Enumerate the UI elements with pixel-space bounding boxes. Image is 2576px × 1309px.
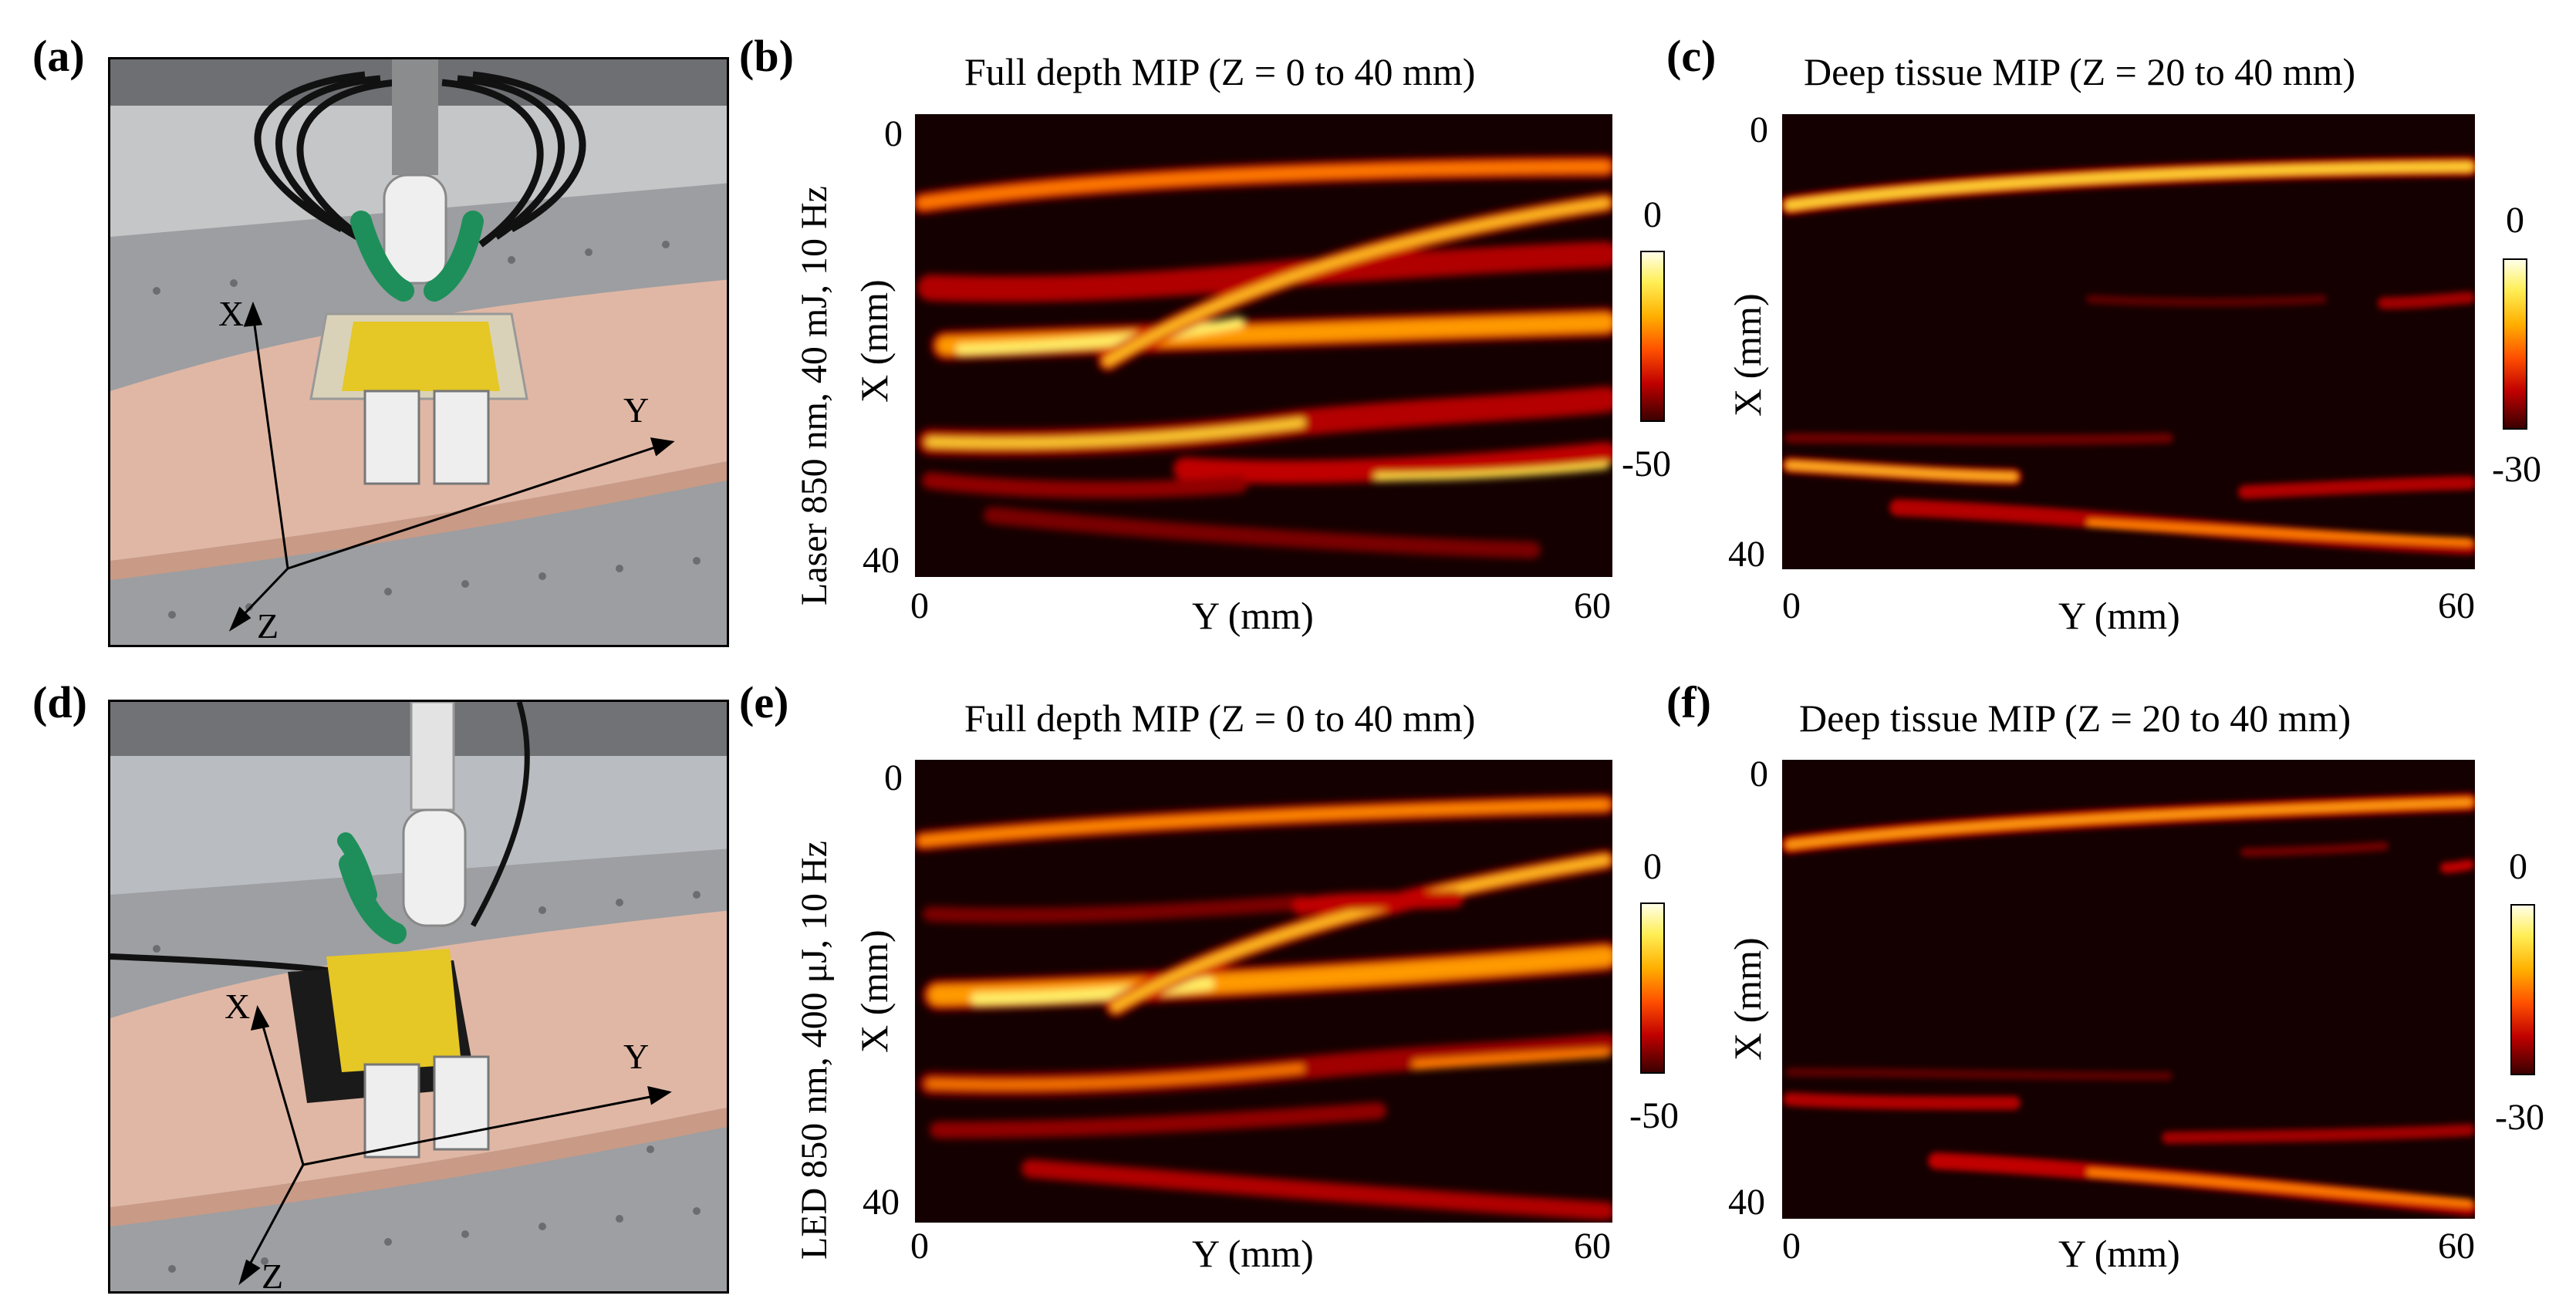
panel-label-e: (e) bbox=[739, 677, 789, 727]
panel-c-xlabel: Y (mm) bbox=[2058, 594, 2180, 637]
panel-b-vessel-image bbox=[915, 156, 1612, 558]
panel-b-xtick-60: 60 bbox=[1574, 585, 1611, 626]
panel-e-ytick-0: 0 bbox=[884, 757, 903, 798]
panel-label-d: (d) bbox=[32, 677, 87, 727]
panel-f-colorbar-min: -30 bbox=[2495, 1097, 2544, 1138]
photo-a-axis-x-label: X bbox=[218, 294, 244, 333]
panel-b-colorbar bbox=[1640, 251, 1665, 422]
setup-photo-laser-drawing: X Y Z bbox=[110, 59, 727, 646]
panel-b-ytick-0: 0 bbox=[884, 113, 903, 154]
panel-f-title: Deep tissue MIP (Z = 20 to 40 mm) bbox=[1799, 697, 2351, 740]
panel-e-xlabel: Y (mm) bbox=[1192, 1232, 1314, 1275]
photo-a-axis-z-label: Z bbox=[257, 606, 279, 646]
panel-c-colorbar-max: 0 bbox=[2506, 200, 2524, 241]
setup-photo-led-drawing: X Y Z bbox=[110, 702, 727, 1294]
panel-e-colorbar-max: 0 bbox=[1643, 846, 1662, 887]
panel-f-ytick-0: 0 bbox=[1750, 754, 1768, 795]
panel-f-colorbar-max: 0 bbox=[2509, 846, 2527, 887]
panel-c-xtick-0: 0 bbox=[1782, 585, 1801, 626]
photo-d-axis-y-label: Y bbox=[623, 1037, 649, 1076]
setup-photo-led: X Y Z bbox=[108, 700, 729, 1294]
panel-e-heatmap bbox=[915, 760, 1612, 1223]
panel-f-colorbar bbox=[2510, 904, 2535, 1075]
panel-b-xtick-0: 0 bbox=[910, 585, 929, 626]
photo-d-axis-x-label: X bbox=[225, 987, 250, 1026]
panel-label-c: (c) bbox=[1666, 31, 1717, 81]
panel-f-ylabel: X (mm) bbox=[1726, 937, 1769, 1061]
panel-b-colorbar-max: 0 bbox=[1643, 194, 1662, 235]
panel-f-xtick-60: 60 bbox=[2438, 1226, 2475, 1267]
panel-c-title: Deep tissue MIP (Z = 20 to 40 mm) bbox=[1804, 50, 2356, 93]
panel-e-ylabel: X (mm) bbox=[852, 929, 896, 1053]
panel-b-ytick-40: 40 bbox=[863, 540, 900, 581]
panel-f-ytick-40: 40 bbox=[1728, 1182, 1765, 1223]
panel-f-xtick-0: 0 bbox=[1782, 1226, 1801, 1267]
panel-c-ytick-0: 0 bbox=[1750, 110, 1768, 150]
panel-f-heatmap bbox=[1782, 760, 2475, 1219]
panel-label-b: (b) bbox=[739, 31, 794, 81]
panel-f-xlabel: Y (mm) bbox=[2058, 1232, 2180, 1275]
panel-c-colorbar-min: -30 bbox=[2492, 449, 2541, 490]
panel-e-ytick-40: 40 bbox=[863, 1182, 900, 1223]
panel-c-ytick-40: 40 bbox=[1728, 534, 1765, 575]
photo-a-axis-y-label: Y bbox=[623, 390, 649, 430]
panel-label-a: (a) bbox=[32, 31, 85, 81]
setup-photo-laser: X Y Z bbox=[108, 57, 729, 647]
panel-c-vessel-image bbox=[1782, 157, 2475, 555]
panel-c-heatmap bbox=[1782, 114, 2475, 569]
panel-e-vessel-image bbox=[915, 795, 1612, 1220]
panel-b-xlabel: Y (mm) bbox=[1192, 594, 1314, 637]
panel-label-f: (f) bbox=[1666, 677, 1711, 727]
panel-e-xtick-60: 60 bbox=[1574, 1226, 1611, 1267]
panel-c-ylabel: X (mm) bbox=[1726, 293, 1769, 417]
panel-e-xtick-0: 0 bbox=[910, 1226, 929, 1267]
panel-b-heatmap bbox=[915, 114, 1612, 577]
row-label-led: LED 850 nm, 400 μJ, 10 Hz bbox=[794, 840, 835, 1260]
panel-b-ylabel: X (mm) bbox=[852, 279, 896, 403]
panel-c-colorbar bbox=[2503, 258, 2527, 430]
panel-e-colorbar-min: -50 bbox=[1629, 1095, 1679, 1136]
panel-f-vessel-image bbox=[1782, 793, 2475, 1216]
panel-c-xtick-60: 60 bbox=[2438, 585, 2475, 626]
photo-d-axis-z-label: Z bbox=[262, 1257, 283, 1294]
panel-e-title: Full depth MIP (Z = 0 to 40 mm) bbox=[964, 697, 1476, 740]
panel-b-colorbar-min: -50 bbox=[1622, 444, 1671, 484]
panel-b-title: Full depth MIP (Z = 0 to 40 mm) bbox=[964, 50, 1476, 93]
row-label-laser: Laser 850 nm, 40 mJ, 10 Hz bbox=[794, 186, 835, 606]
panel-e-colorbar bbox=[1640, 902, 1665, 1074]
